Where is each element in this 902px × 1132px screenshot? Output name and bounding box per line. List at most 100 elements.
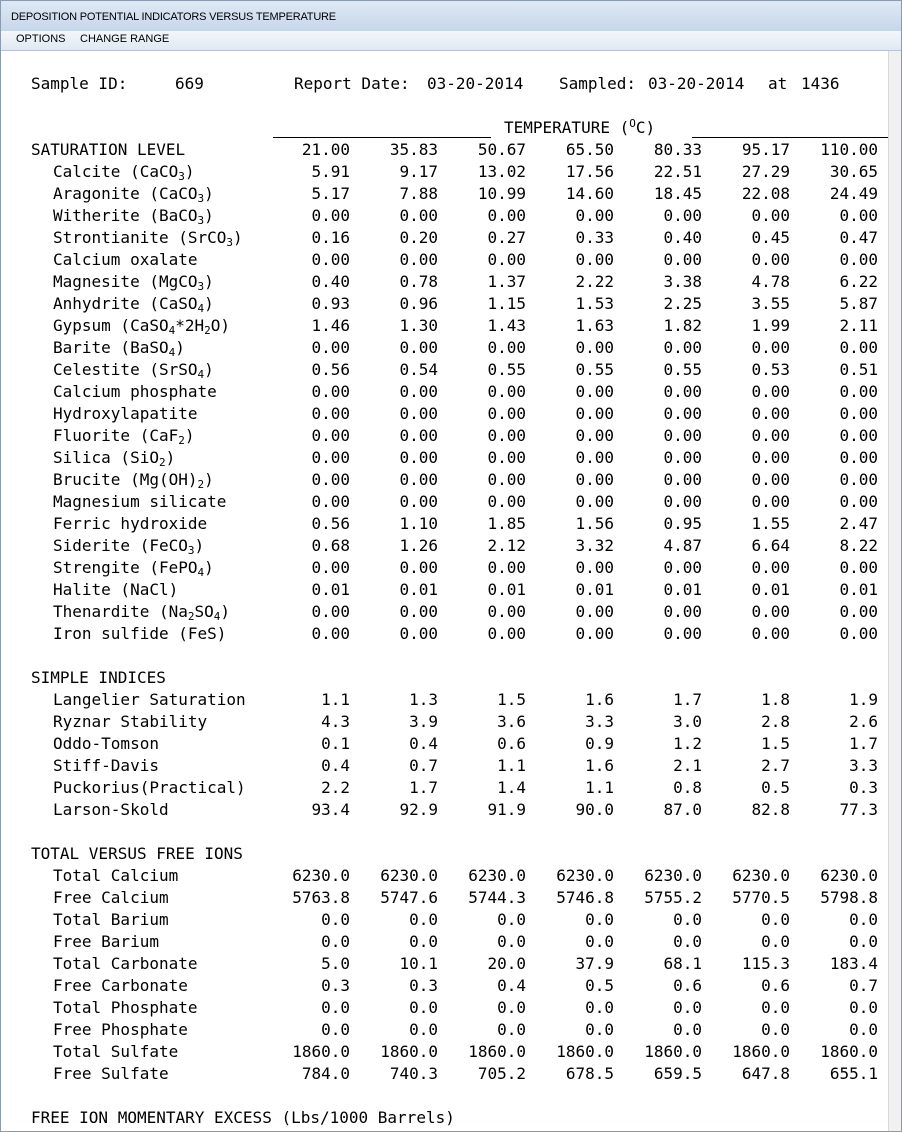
cell-value: 0.00 xyxy=(399,338,438,357)
cell-value: 6.22 xyxy=(839,272,878,291)
cell-value: 0.00 xyxy=(839,624,878,643)
cell-value: 0.6 xyxy=(761,976,790,995)
cell-value: 13.02 xyxy=(477,162,526,181)
cell-value: 0.00 xyxy=(751,382,790,401)
cell-value: 2.25 xyxy=(663,294,702,313)
cell-value: 5746.8 xyxy=(556,888,614,907)
cell-value: 0.00 xyxy=(839,470,878,489)
cell-value: 10.99 xyxy=(477,184,526,203)
cell-value: 0.01 xyxy=(311,580,350,599)
cell-value: 1.6 xyxy=(585,690,614,709)
cell-value: 2.7 xyxy=(761,756,790,775)
temperature-header: TEMPERATURE (OC) xyxy=(504,117,655,139)
cell-value: 5763.8 xyxy=(292,888,350,907)
row-label: Gypsum (CaSO4*2H2O) xyxy=(53,316,231,337)
cell-value: 0.0 xyxy=(761,910,790,929)
cell-value: 0.00 xyxy=(311,404,350,423)
row-label: Ferric hydroxide xyxy=(53,514,208,533)
temperature-unit-suffix: C) xyxy=(635,118,656,137)
cell-value: 1.53 xyxy=(575,294,614,313)
cell-value: 0.00 xyxy=(575,426,614,445)
cell-value: 647.8 xyxy=(741,1064,790,1083)
sample-id-label: Sample ID: xyxy=(31,74,128,93)
cell-value: 115.3 xyxy=(741,954,790,973)
cell-value: 5.17 xyxy=(311,184,350,203)
cell-value: 0.5 xyxy=(761,778,790,797)
cell-value: 4.3 xyxy=(321,712,350,731)
menu-change-range[interactable]: CHANGE RANGE xyxy=(80,33,170,45)
cell-value: 0.0 xyxy=(409,932,438,951)
menu-options[interactable]: OPTIONS xyxy=(16,33,66,45)
cell-value: 0.00 xyxy=(399,206,438,225)
cell-value: 6230.0 xyxy=(292,866,350,885)
cell-value: 1.30 xyxy=(399,316,438,335)
cell-value: 0.8 xyxy=(673,778,702,797)
cell-value: 1.7 xyxy=(673,690,702,709)
cell-value: 6230.0 xyxy=(644,866,702,885)
cell-value: 0.5 xyxy=(585,976,614,995)
cell-value: 0.01 xyxy=(663,580,702,599)
cell-value: 0.0 xyxy=(761,1020,790,1039)
cell-value: 1.10 xyxy=(399,514,438,533)
cell-value: 0.51 xyxy=(839,360,878,379)
cell-value: 0.0 xyxy=(585,910,614,929)
cell-value: 0.00 xyxy=(751,426,790,445)
cell-value: 784.0 xyxy=(301,1064,350,1083)
cell-value: 0.4 xyxy=(409,734,438,753)
cell-value: 0.0 xyxy=(585,1020,614,1039)
cell-value: 1.26 xyxy=(399,536,438,555)
cell-value: 22.08 xyxy=(741,184,790,203)
vertical-scrollbar[interactable] xyxy=(888,51,901,1131)
row-label: Barite (BaSO4) xyxy=(53,338,185,359)
cell-value: 1.1 xyxy=(321,690,350,709)
sampled-at-label: at xyxy=(768,74,788,93)
cell-value: 0.55 xyxy=(487,360,526,379)
cell-value: 1.7 xyxy=(409,778,438,797)
cell-value: 0.0 xyxy=(321,932,350,951)
cell-value: 0.00 xyxy=(311,206,350,225)
cell-value: 0.00 xyxy=(487,492,526,511)
cell-value: 0.00 xyxy=(487,404,526,423)
cell-value: 655.1 xyxy=(829,1064,878,1083)
row-label: Calcium phosphate xyxy=(53,382,217,401)
cell-value: 0.00 xyxy=(487,470,526,489)
cell-value: 1.2 xyxy=(673,734,702,753)
cell-value: 3.0 xyxy=(673,712,702,731)
row-label: Celestite (SrSO4) xyxy=(53,360,214,381)
cell-value: 1860.0 xyxy=(380,1042,438,1061)
row-label: Fluorite (CaF2) xyxy=(53,426,195,447)
row-label: Anhydrite (CaSO4) xyxy=(53,294,214,315)
row-label: Siderite (FeCO3) xyxy=(53,536,205,557)
cell-value: 0.0 xyxy=(849,998,878,1017)
cell-value: 1.43 xyxy=(487,316,526,335)
row-label: Strengite (FePO4) xyxy=(53,558,214,579)
cell-value: 0.00 xyxy=(575,492,614,511)
cell-value: 0.00 xyxy=(311,426,350,445)
cell-value: 5798.8 xyxy=(820,888,878,907)
row-label: Free Phosphate xyxy=(53,1020,188,1039)
cell-value: 0.95 xyxy=(663,514,702,533)
cell-value: 3.55 xyxy=(751,294,790,313)
cell-value: 1.3 xyxy=(409,690,438,709)
cell-value: 0.01 xyxy=(487,580,526,599)
cell-value: 1.6 xyxy=(585,756,614,775)
cell-value: 0.55 xyxy=(663,360,702,379)
cell-value: 0.0 xyxy=(673,932,702,951)
cell-value: 740.3 xyxy=(389,1064,438,1083)
cell-value: 0.01 xyxy=(575,580,614,599)
cell-value: 10.1 xyxy=(399,954,438,973)
cell-value: 3.3 xyxy=(849,756,878,775)
cell-value: 0.0 xyxy=(585,998,614,1017)
row-label: Free Sulfate xyxy=(53,1064,169,1083)
row-label: Total Sulfate xyxy=(53,1042,179,1061)
cell-value: 0.00 xyxy=(487,206,526,225)
cell-value: 1.37 xyxy=(487,272,526,291)
cell-value: 20.0 xyxy=(487,954,526,973)
cell-value: 0.3 xyxy=(409,976,438,995)
cell-value: 0.00 xyxy=(839,426,878,445)
cell-value: 0.00 xyxy=(751,338,790,357)
cell-value: 6230.0 xyxy=(468,866,526,885)
cell-value: 1.55 xyxy=(751,514,790,533)
cell-value: 0.00 xyxy=(663,624,702,643)
